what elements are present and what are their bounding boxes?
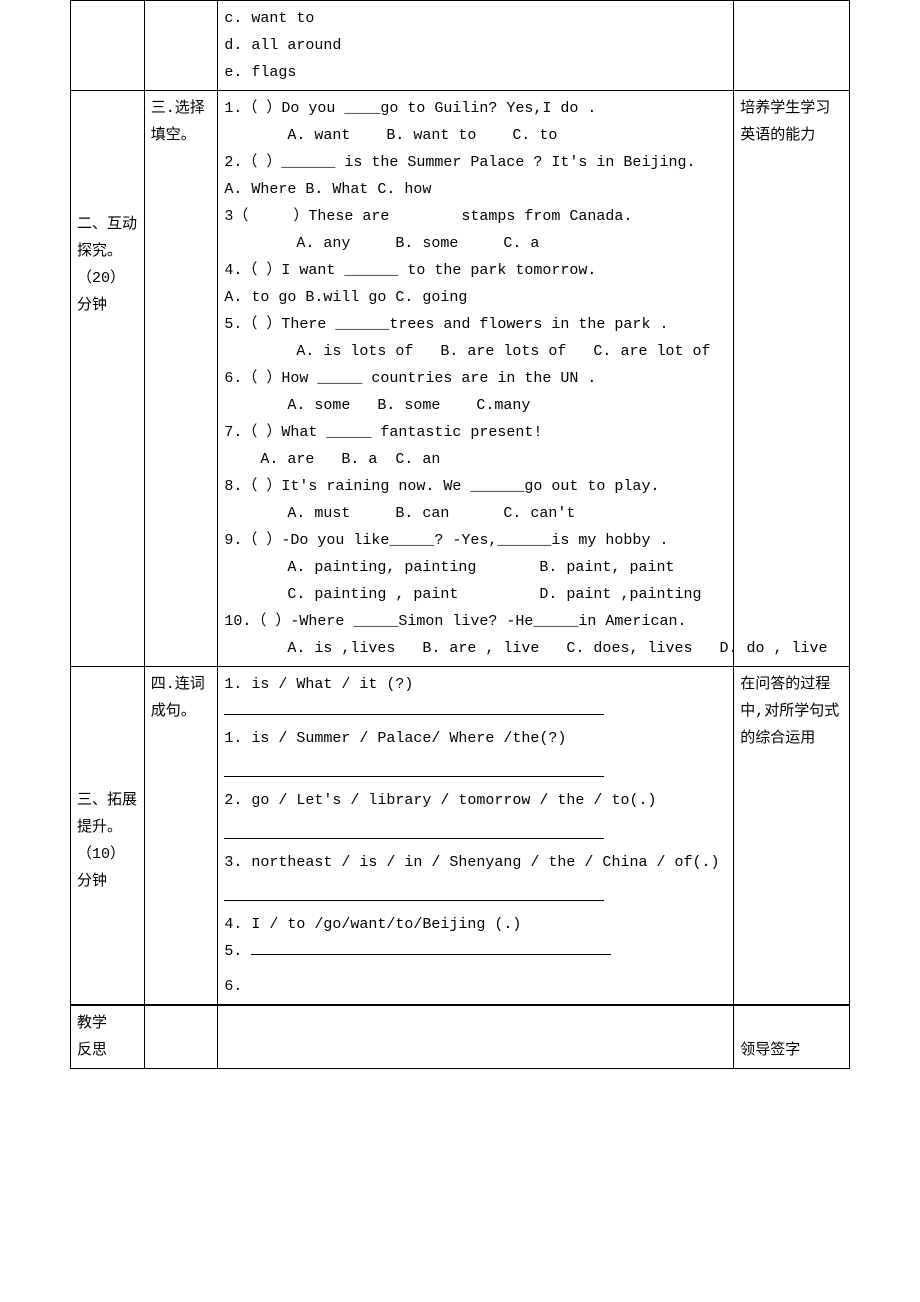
r1-left: 二、互动探究。 （20）分钟 <box>71 91 145 667</box>
r2q5: 5. <box>224 938 727 965</box>
r2q5-label: 5. <box>224 943 251 960</box>
r2-mid: 四.连词成句。 <box>144 667 218 1006</box>
r0-content: c. want to d. all around e. flags <box>218 1 734 91</box>
r2q4: 4. I / to /go/want/to/Beijing (.) <box>224 911 727 938</box>
r1-mid: 三.选择填空。 <box>144 91 218 667</box>
spacer-2 <box>224 814 727 822</box>
r2q2-line <box>224 822 727 849</box>
spacer-3 <box>224 876 727 884</box>
q7o: A. are B. a C. an <box>224 446 727 473</box>
row-fragment-top: c. want to d. all around e. flags <box>71 1 850 91</box>
q8: 8.（ ）It's raining now. We ______go out t… <box>224 473 727 500</box>
q5o: A. is lots of B. are lots of C. are lot … <box>224 338 727 365</box>
q6: 6.（ ）How _____ countries are in the UN . <box>224 365 727 392</box>
q10: 10.（ ）-Where _____Simon live? -He_____in… <box>224 608 727 635</box>
r3-mid <box>144 1005 218 1069</box>
r2q6: 6. <box>224 973 727 1000</box>
q9o2: C. painting , paint D. paint ,painting <box>224 581 727 608</box>
r2q3-line <box>224 884 727 911</box>
q5: 5.（ ）There ______trees and flowers in th… <box>224 311 727 338</box>
r2-content: 1. is / What / it (?) 1. is / Summer / P… <box>218 667 734 1006</box>
q9: 9.（ ）-Do you like_____? -Yes,______is my… <box>224 527 727 554</box>
r0-c: c. want to <box>224 5 727 32</box>
r3-left: 教学 反思 <box>71 1005 145 1069</box>
q9o1: A. painting, painting B. paint, paint <box>224 554 727 581</box>
r0-col2 <box>144 1 218 91</box>
row-section-reflect: 教学 反思 领导签字 <box>71 1005 850 1069</box>
q6o: A. some B. some C.many <box>224 392 727 419</box>
q2: 2.（ ）______ is the Summer Palace ? It's … <box>224 149 727 176</box>
r2-left: 三、拓展提升。 （10）分钟 <box>71 667 145 1006</box>
row-section-2: 二、互动探究。 （20）分钟 三.选择填空。 1.（ ）Do you ____g… <box>71 91 850 667</box>
spacer-5 <box>224 965 727 973</box>
q1: 1.（ ）Do you ____go to Guilin? Yes,I do . <box>224 95 727 122</box>
r3-content <box>218 1005 734 1069</box>
r2q1-line <box>224 698 727 725</box>
q3: 3（ ）These are stamps from Canada. <box>224 203 727 230</box>
r2q1b: 1. is / Summer / Palace/ Where /the(?) <box>224 725 727 752</box>
r0-col1 <box>71 1 145 91</box>
row-section-3: 三、拓展提升。 （10）分钟 四.连词成句。 1. is / What / it… <box>71 667 850 1006</box>
r0-d: d. all around <box>224 32 727 59</box>
r2q1: 1. is / What / it (?) <box>224 671 727 698</box>
q10o: A. is ,lives B. are , live C. does, live… <box>224 635 727 662</box>
r1-content: 1.（ ）Do you ____go to Guilin? Yes,I do .… <box>218 91 734 667</box>
q8o: A. must B. can C. can't <box>224 500 727 527</box>
r2q2: 2. go / Let's / library / tomorrow / the… <box>224 787 727 814</box>
q2o: A. Where B. What C. how <box>224 176 727 203</box>
r2q1b-line <box>224 760 727 787</box>
q4: 4.（ ）I want ______ to the park tomorrow. <box>224 257 727 284</box>
q4o: A. to go B.will go C. going <box>224 284 727 311</box>
r0-col4 <box>734 1 850 91</box>
r1-right: 培养学生学习英语的能力 <box>734 91 850 667</box>
r2q3: 3. northeast / is / in / Shenyang / the … <box>224 849 727 876</box>
q3o: A. any B. some C. a <box>224 230 727 257</box>
r3-right: 领导签字 <box>734 1005 850 1069</box>
spacer-1 <box>224 752 727 760</box>
q7: 7.（ ）What _____ fantastic present! <box>224 419 727 446</box>
r0-e: e. flags <box>224 59 727 86</box>
r2-right: 在问答的过程中,对所学句式的综合运用 <box>734 667 850 1006</box>
q1o: A. want B. want to C. to <box>224 122 727 149</box>
